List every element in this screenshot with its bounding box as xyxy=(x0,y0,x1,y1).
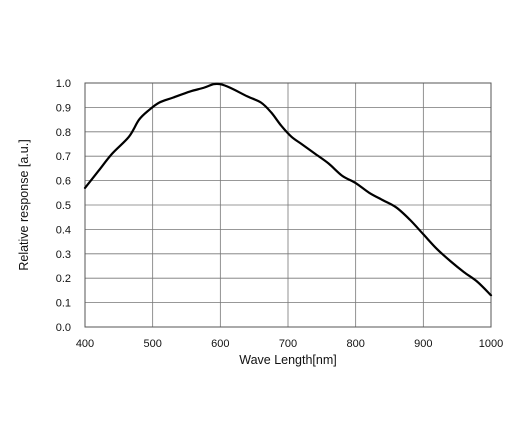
x-tick-label: 500 xyxy=(143,338,161,350)
response-curve xyxy=(83,82,493,297)
x-tick-label: 900 xyxy=(414,338,432,350)
y-tick-label: 0.1 xyxy=(56,298,71,310)
grid xyxy=(84,82,492,328)
tick-labels: 0.0 0.1 0.2 0.3 0.4 0.5 0.6 0.7 0.8 0.9 1.0 400 500 6… xyxy=(56,78,504,350)
x-tick-label: 400 xyxy=(76,338,94,350)
x-tick-label: 1000 xyxy=(479,338,503,350)
y-tick-label: 0.5 xyxy=(56,200,71,212)
y-tick-label: 0.7 xyxy=(56,151,71,163)
y-axis-label: Relative response [a.u.] xyxy=(17,139,31,270)
y-tick-label: 0.2 xyxy=(56,273,71,285)
y-tick-label: 0.9 xyxy=(56,102,71,114)
x-axis-label: Wave Length[nm] xyxy=(239,353,337,367)
y-tick-label: 0.0 xyxy=(56,322,71,334)
y-tick-label: 1.0 xyxy=(56,78,71,90)
x-tick-label: 800 xyxy=(346,338,364,350)
x-tick-label: 700 xyxy=(279,338,297,350)
plot-frame xyxy=(84,82,492,328)
x-tick-label: 600 xyxy=(211,338,229,350)
y-tick-label: 0.4 xyxy=(56,224,71,236)
y-tick-label: 0.8 xyxy=(56,127,71,139)
y-tick-label: 0.3 xyxy=(56,249,71,261)
y-tick-label: 0.6 xyxy=(56,176,71,188)
